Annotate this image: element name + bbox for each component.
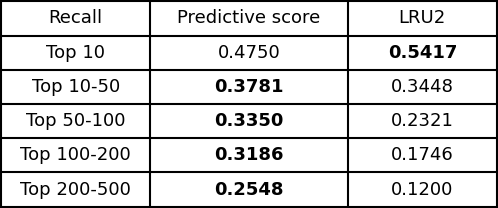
Text: Top 50-100: Top 50-100 xyxy=(26,112,125,130)
Text: 0.1746: 0.1746 xyxy=(391,146,454,164)
Text: Top 200-500: Top 200-500 xyxy=(20,181,131,198)
Text: Top 10-50: Top 10-50 xyxy=(31,78,120,96)
Text: 0.3781: 0.3781 xyxy=(214,78,284,96)
Text: Top 100-200: Top 100-200 xyxy=(20,146,131,164)
Text: Top 10: Top 10 xyxy=(46,44,105,62)
Text: 0.3186: 0.3186 xyxy=(214,146,284,164)
Text: 0.3448: 0.3448 xyxy=(391,78,454,96)
Text: 0.2548: 0.2548 xyxy=(214,181,284,198)
Text: Recall: Recall xyxy=(49,10,103,27)
Text: 0.3350: 0.3350 xyxy=(214,112,284,130)
Text: 0.1200: 0.1200 xyxy=(391,181,454,198)
Text: 0.5417: 0.5417 xyxy=(387,44,457,62)
Text: Predictive score: Predictive score xyxy=(177,10,321,27)
Text: 0.2321: 0.2321 xyxy=(391,112,454,130)
Text: LRU2: LRU2 xyxy=(399,10,446,27)
Text: 0.4750: 0.4750 xyxy=(218,44,280,62)
